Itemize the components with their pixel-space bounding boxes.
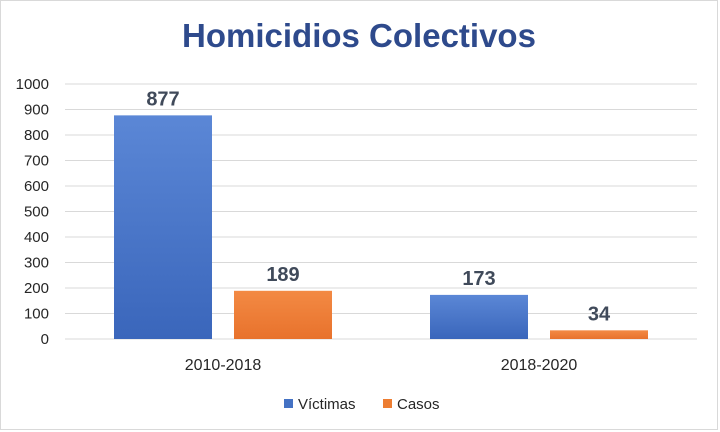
legend-item-casos: Casos (383, 396, 440, 413)
legend-label: Víctimas (298, 396, 356, 413)
data-label: 189 (266, 264, 299, 286)
y-tick-label: 900 (24, 102, 49, 119)
data-label: 173 (462, 268, 495, 290)
legend-label: Casos (397, 396, 440, 413)
legend-swatch (383, 399, 392, 408)
data-label: 877 (146, 88, 179, 110)
legend-item-victimas: Víctimas (284, 396, 356, 413)
bars (114, 115, 648, 340)
bar-casos-2010-2018 (234, 290, 332, 339)
y-tick-label: 1000 (16, 76, 49, 93)
x-category-label: 2010-2018 (185, 357, 262, 374)
y-tick-label: 200 (24, 280, 49, 297)
y-tick-label: 100 (24, 306, 49, 323)
y-tick-label: 300 (24, 255, 49, 272)
y-tick-label: 500 (24, 204, 49, 221)
bar-victimas-2010-2018 (114, 115, 212, 340)
y-tick-label: 400 (24, 229, 49, 246)
y-tick-label: 800 (24, 127, 49, 144)
x-axis-categories: 2010-2018 2018-2020 (185, 357, 578, 374)
x-category-label: 2018-2020 (501, 357, 578, 374)
data-labels: 877 189 173 34 (146, 88, 611, 325)
y-tick-label: 700 (24, 153, 49, 170)
legend: Víctimas Casos (284, 396, 440, 413)
bar-casos-2018-2020 (550, 330, 648, 339)
data-label: 34 (588, 303, 611, 325)
bar-victimas-2018-2020 (430, 294, 528, 339)
legend-swatch (284, 399, 293, 408)
y-axis-ticks: 0 100 200 300 400 500 600 700 800 900 1000 (16, 76, 49, 348)
y-tick-label: 0 (41, 331, 49, 348)
y-tick-label: 600 (24, 178, 49, 195)
chart-title: Homicidios Colectivos (182, 17, 536, 54)
